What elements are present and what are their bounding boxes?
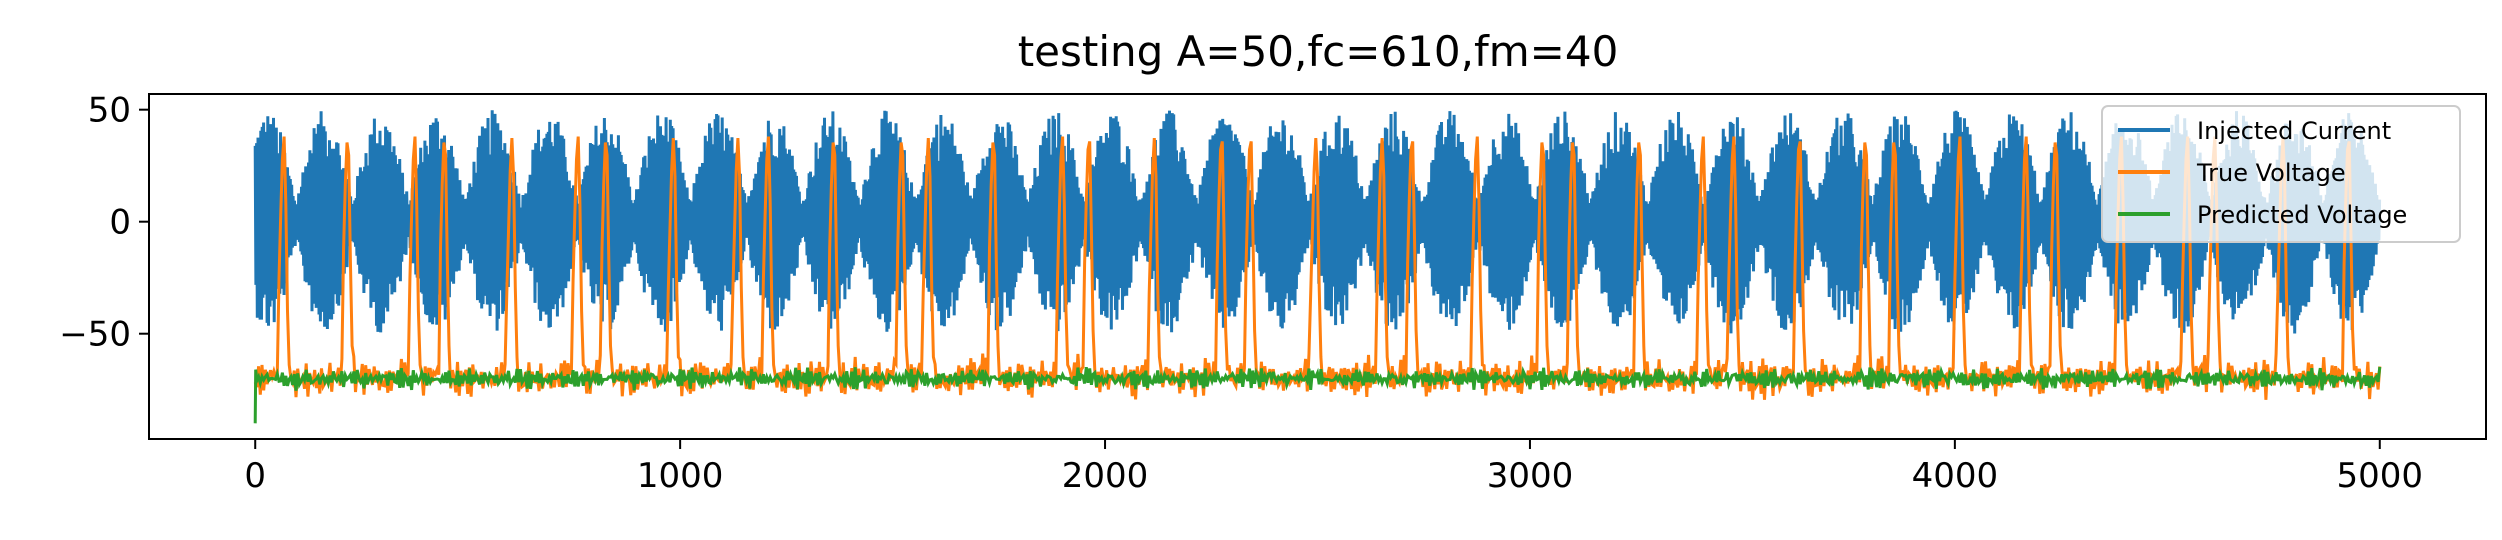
x-tick-label: 4000 — [1912, 456, 1999, 496]
x-tick-label: 0 — [244, 456, 266, 496]
series-predicted-voltage-line — [253, 365, 2382, 424]
x-tick-label: 2000 — [1062, 456, 1149, 496]
legend-label-injected-current: Injected Current — [2197, 117, 2391, 145]
legend-label-predicted-voltage: Predicted Voltage — [2197, 201, 2407, 229]
x-tick-label: 5000 — [2337, 456, 2424, 496]
chart-title: testing A=50,fc=610,fm=40 — [1018, 27, 1619, 76]
legend-box — [2101, 105, 2461, 243]
y-tick-label: 0 — [109, 203, 131, 243]
x-tick-label: 1000 — [637, 456, 724, 496]
series-layer — [253, 110, 2382, 424]
x-tick-label: 3000 — [1487, 456, 1574, 496]
y-tick-label: −50 — [59, 315, 131, 355]
x-axis: 0 1000 2000 3000 4000 5000 — [244, 439, 2423, 496]
legend-label-true-voltage: True Voltage — [2196, 159, 2346, 187]
legend: Injected Current True Voltage Predicted … — [2101, 105, 2461, 243]
y-axis: 50 0 −50 — [59, 91, 149, 355]
plot-frame — [148, 93, 2487, 440]
series-true-voltage-line — [253, 136, 2382, 400]
y-tick-label: 50 — [88, 91, 131, 131]
